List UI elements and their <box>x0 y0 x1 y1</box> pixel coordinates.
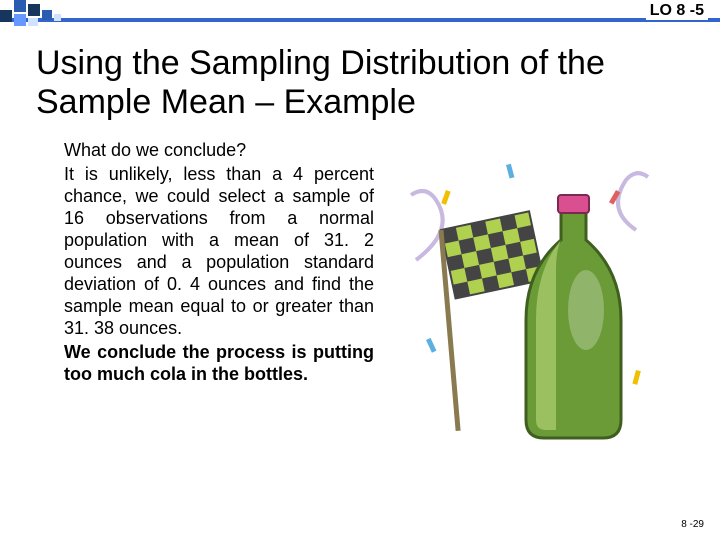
logo-icon <box>0 0 70 30</box>
conclusion-para2: We conclude the process is putting too m… <box>64 342 374 386</box>
slide-content: Using the Sampling Distribution of the S… <box>0 30 720 455</box>
header-line <box>0 18 720 22</box>
body-row: What do we conclude? It is unlikely, les… <box>36 140 684 455</box>
page-number: 8 -29 <box>681 519 704 530</box>
conclusion-question: What do we conclude? <box>64 140 374 162</box>
lo-label: LO 8 -5 <box>646 2 708 20</box>
body-text: What do we conclude? It is unlikely, les… <box>36 140 374 455</box>
bottle-icon <box>526 195 621 438</box>
header-bar: LO 8 -5 <box>0 0 720 30</box>
bottle-illustration <box>386 140 684 455</box>
page-title: Using the Sampling Distribution of the S… <box>36 44 684 122</box>
conclusion-para1: It is unlikely, less than a 4 percent ch… <box>64 164 374 340</box>
